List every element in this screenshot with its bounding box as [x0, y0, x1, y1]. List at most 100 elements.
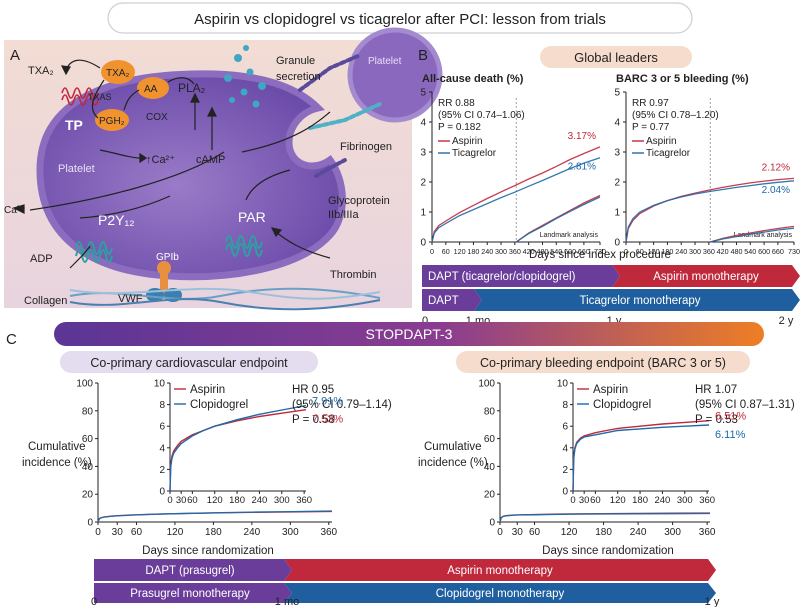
timeline-c-prasugrel-bar [94, 583, 292, 603]
timeline-b-label-4: Ticagrelor monotherapy [579, 295, 700, 307]
chart-bleeding-endpoint: Co-primary bleeding endpoint (BARC 3 or … [478, 356, 795, 538]
bleeding-endpoint-pill [456, 351, 750, 373]
y-tick-label: 4 [420, 118, 426, 129]
x-tick-label: 60 [529, 527, 541, 538]
label-platelet-small: Platelet [368, 56, 402, 67]
y-tick-label: 100 [76, 379, 93, 390]
y-tick-label: 80 [82, 406, 94, 417]
end-value-label: 6.51% [715, 411, 746, 423]
timeline-c-dapt-bar [94, 559, 292, 581]
label-granule-1: Granule [276, 55, 315, 67]
inset-x-tick-label: 120 [207, 495, 223, 506]
inset-x-tick-label: 30 [176, 495, 187, 506]
x-tick-label: 540 [744, 247, 756, 256]
y-tick-label: 0 [614, 238, 620, 249]
stat-text: RR 0.88 [438, 98, 475, 109]
endpoint-title: Co-primary cardiovascular endpoint [90, 356, 288, 370]
label-p2y12: P2Y₁₂ [98, 212, 135, 228]
y-tick-label: 60 [484, 434, 496, 445]
y-tick-label: 0 [420, 238, 426, 249]
x-tick-label: 0 [624, 247, 628, 256]
y-tick-label: 40 [82, 462, 94, 473]
x-tick-label: 730 [594, 247, 606, 256]
fibrinogen-chains [298, 54, 382, 178]
y-tick-label: 3 [420, 148, 426, 159]
x-tick-label: 60 [442, 247, 450, 256]
legend-label: Ticagrelor [452, 148, 497, 159]
inset-x-tick-label: 180 [229, 495, 245, 506]
x-tick-label: 660 [772, 247, 784, 256]
timeline-b-label-1: DAPT (ticagrelor/clopidogrel) [428, 271, 576, 283]
x-tick-label: 120 [561, 527, 578, 538]
y-tick-label: 5 [614, 88, 620, 99]
y-tick-label: 1 [420, 208, 426, 219]
y-tick-label: 40 [484, 462, 496, 473]
x-tick-label: 30 [112, 527, 124, 538]
inset-x-tick-label: 60 [590, 495, 601, 506]
series-line [625, 177, 795, 243]
chart-title: All-cause death (%) [422, 73, 524, 85]
panel-a-letter: A [10, 47, 20, 64]
inset-x-tick-label: 0 [570, 495, 575, 506]
inset-x-tick-label: 360 [296, 495, 312, 506]
label-fibrinogen: Fibrinogen [340, 141, 392, 153]
x-tick-label: 120 [648, 247, 660, 256]
timeline-b-dapt-short-bar [422, 289, 482, 311]
series-line [710, 227, 795, 243]
label-camp: cAMP [196, 154, 225, 166]
end-value-label: 6.11% [715, 429, 746, 441]
page-title: Aspirin vs clopidogrel vs ticagrelor aft… [194, 11, 606, 28]
pgh2-blob [95, 109, 129, 131]
gpib-head [157, 261, 171, 275]
stat-text: RR 0.97 [632, 98, 669, 109]
inset-y-tick-label: 6 [562, 422, 568, 433]
timeline-b-label-2: Aspirin monotherapy [653, 271, 759, 283]
chart-title: BARC 3 or 5 bleeding (%) [616, 73, 749, 85]
timeline-c-tick-2: 1 y [705, 596, 720, 607]
inset-y-tick-label: 8 [562, 400, 568, 411]
stat-text: (95% CI 0.79–1.14) [292, 399, 392, 411]
legend-label: Clopidogrel [593, 399, 651, 411]
end-value-label: 7.91% [312, 396, 343, 408]
x-tick-label: 0 [497, 527, 503, 538]
label-pla2: PLA₂ [178, 81, 206, 95]
label-ca-in: ↑Ca²⁺ [146, 154, 175, 166]
y-tick-label: 100 [478, 379, 495, 390]
timeline-c-clopidogrel-bar [284, 583, 716, 603]
x-tick-label: 180 [205, 527, 222, 538]
timeline-b-ticagrelor-bar [474, 289, 800, 311]
inset-y-tick-label: 2 [159, 465, 165, 476]
endpoint-title: Co-primary bleeding endpoint (BARC 3 or … [480, 356, 726, 370]
y-tick-label: 0 [87, 518, 93, 529]
x-tick-label: 240 [481, 247, 493, 256]
granules [224, 45, 266, 108]
x-tick-label: 180 [595, 527, 612, 538]
x-tick-label: 600 [758, 247, 770, 256]
stat-text: P = 0.53 [695, 414, 738, 426]
inset-y-tick-label: 2 [562, 465, 568, 476]
tp-receptor [61, 87, 99, 106]
label-pgh2: PGH₂ [99, 116, 125, 127]
c-left-xlabel: Days since randomization [142, 545, 274, 557]
timeline-c-label-1: DAPT (prasugrel) [145, 565, 234, 577]
label-par: PAR [238, 209, 266, 225]
legend-label: Aspirin [190, 384, 225, 396]
end-value-label: 3.17% [568, 131, 596, 142]
inset-y-tick-label: 6 [159, 422, 165, 433]
panel-b-xlabel: Days since index procedure [529, 249, 671, 261]
label-cox: COX [146, 112, 168, 123]
cv-endpoint-pill [60, 351, 318, 373]
stat-text: HR 1.07 [695, 384, 737, 396]
txa2-blob [101, 60, 135, 84]
collagen-fibers [69, 287, 381, 311]
series-line [431, 146, 601, 243]
x-tick-label: 360 [320, 527, 337, 538]
y-tick-label: 2 [420, 178, 426, 189]
stat-text: (95% CI 0.87–1.31) [695, 399, 795, 411]
panel-c-letter: C [6, 331, 17, 348]
timeline-c: DAPT (prasugrel) Aspirin monotherapy Pra… [91, 559, 720, 607]
inset-y-tick-label: 4 [159, 443, 165, 454]
label-glycoprotein-1: Glycoprotein [328, 195, 390, 207]
inset-x-tick-label: 360 [699, 495, 715, 506]
